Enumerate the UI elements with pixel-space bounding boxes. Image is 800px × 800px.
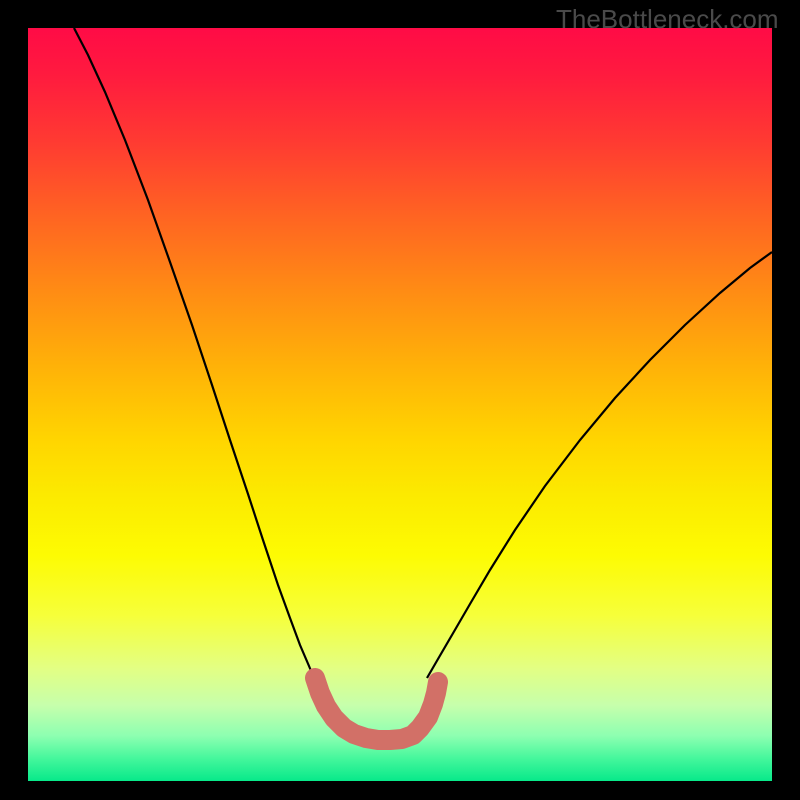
watermark-text: TheBottleneck.com: [556, 4, 779, 35]
figure-stage: TheBottleneck.com: [0, 0, 800, 800]
plot-svg: [0, 0, 800, 800]
plot-background: [28, 28, 772, 781]
